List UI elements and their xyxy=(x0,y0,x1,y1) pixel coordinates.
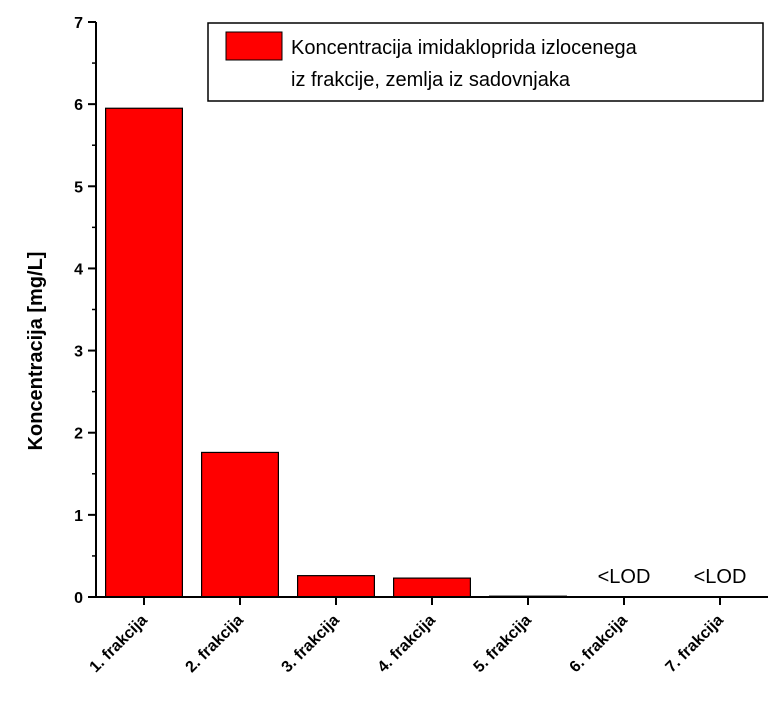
legend-line-2: iz frakcije, zemlja iz sadovnjaka xyxy=(291,69,571,91)
x-tick-label: 3. frakcija xyxy=(279,612,343,676)
y-tick-label: 7 xyxy=(74,15,83,32)
y-tick-label: 4 xyxy=(74,261,83,278)
legend-line-1: Koncentracija imidakloprida izlocenega xyxy=(291,37,638,59)
x-tick-label: 4. frakcija xyxy=(375,612,439,676)
y-tick-label: 0 xyxy=(74,590,83,607)
x-tick-label: 2. frakcija xyxy=(183,612,247,676)
y-ticks: 0 1 2 3 4 5 6 7 xyxy=(74,15,96,607)
annotations: <LOD <LOD xyxy=(598,566,747,588)
legend: Koncentracija imidakloprida izlocenega i… xyxy=(207,22,764,102)
bar xyxy=(393,577,472,598)
y-tick-label: 1 xyxy=(74,508,83,525)
bars xyxy=(104,107,568,598)
bar xyxy=(201,451,280,598)
lod-label: <LOD xyxy=(598,566,651,588)
x-tick-label: 1. frakcija xyxy=(87,612,151,676)
x-tick-label: 6. frakcija xyxy=(567,612,631,676)
y-tick-label: 3 xyxy=(74,344,83,361)
bar xyxy=(104,107,184,598)
axes xyxy=(95,22,768,598)
y-axis-title: Koncentracija [mg/L] xyxy=(25,252,47,451)
lod-label: <LOD xyxy=(694,566,747,588)
legend-swatch xyxy=(225,31,283,61)
x-tick-label: 5. frakcija xyxy=(471,612,535,676)
x-tick-label: 7. frakcija xyxy=(663,612,727,676)
bar xyxy=(297,575,376,598)
x-ticks: 1. frakcija 2. frakcija 3. frakcija 4. frak… xyxy=(87,597,727,676)
y-tick-label: 5 xyxy=(74,179,83,196)
legend-box xyxy=(207,22,764,102)
y-tick-label: 2 xyxy=(74,426,83,443)
y-tick-label: 6 xyxy=(74,97,83,114)
